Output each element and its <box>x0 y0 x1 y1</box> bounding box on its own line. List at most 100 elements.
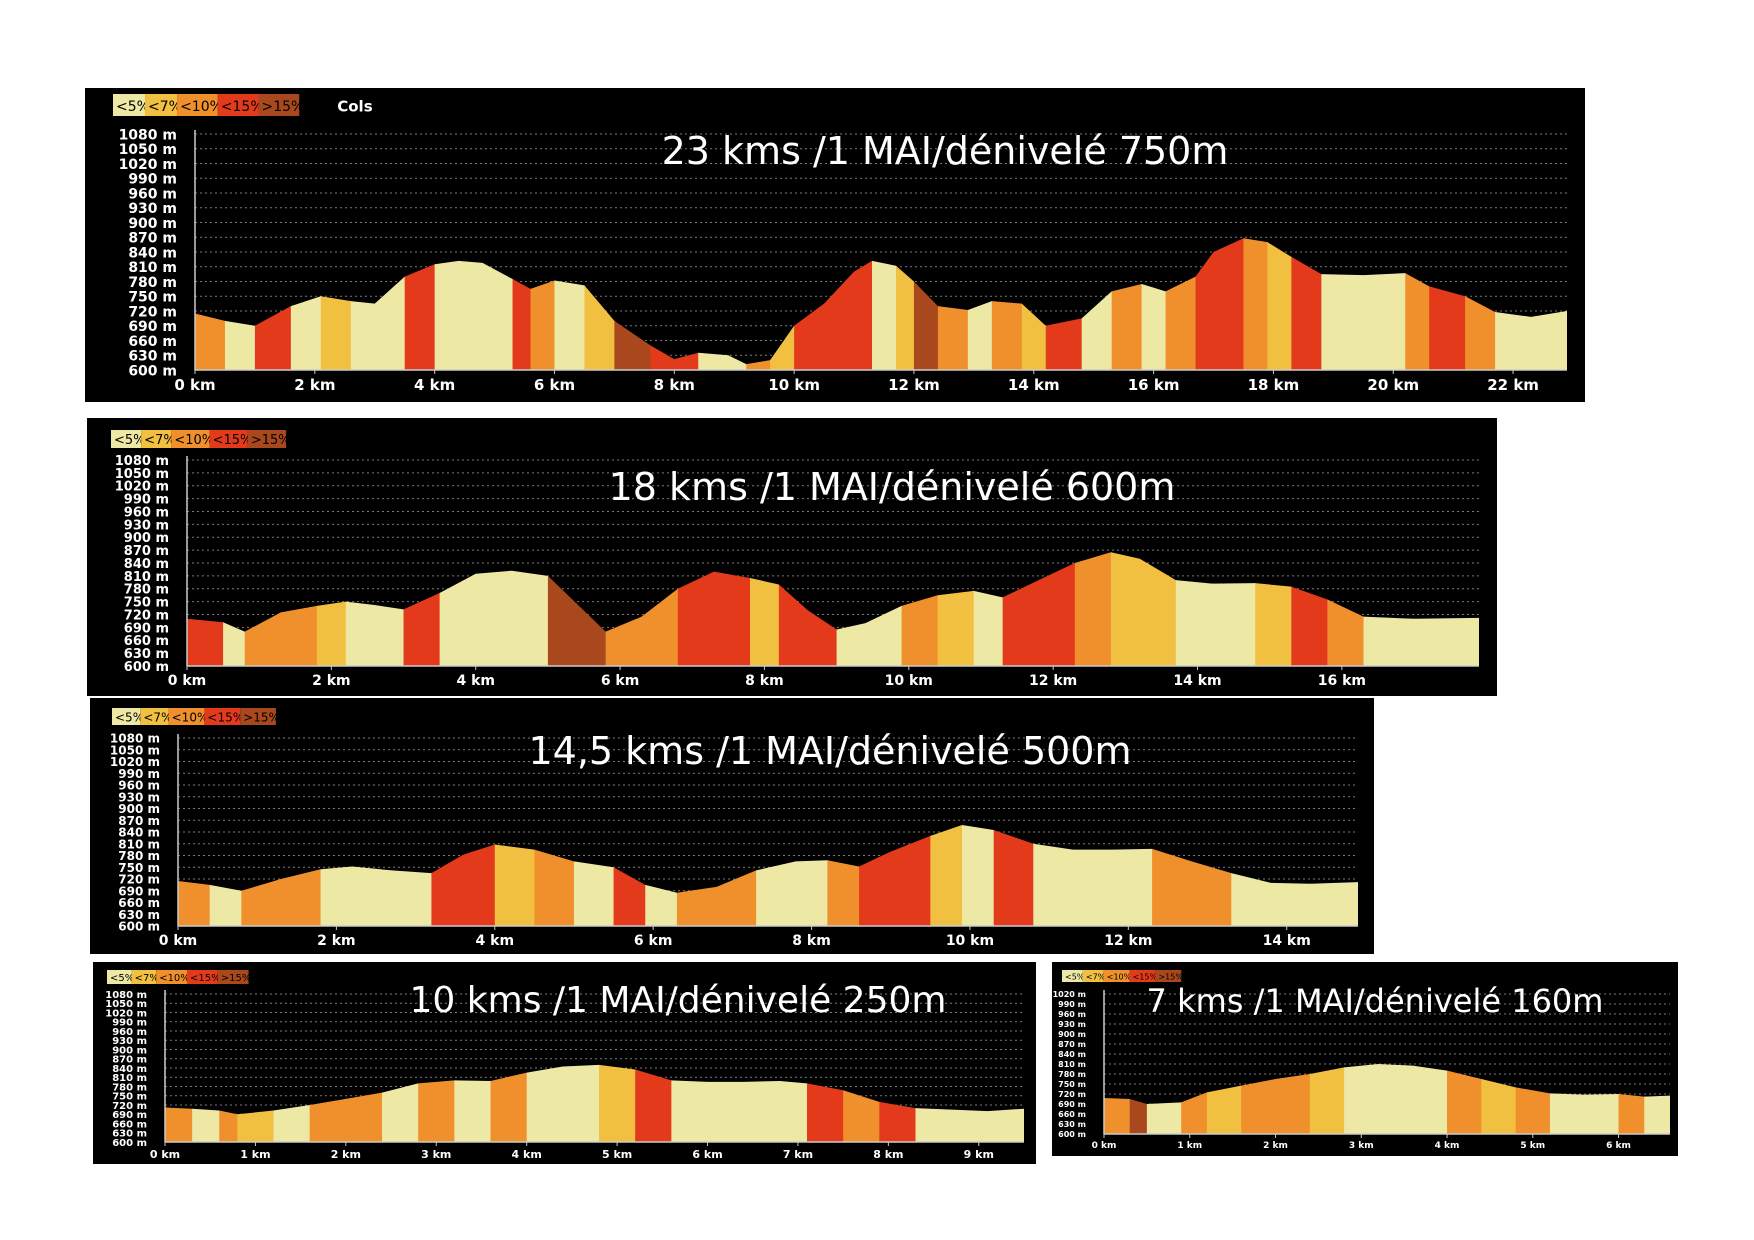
y-tick-label: 690 m <box>128 319 177 335</box>
x-tick-label: 4 km <box>414 376 455 394</box>
y-tick-label: 780 m <box>118 849 160 863</box>
y-tick-label: 600 m <box>124 660 169 675</box>
y-tick-label: 840 m <box>1058 1050 1086 1059</box>
slope-segment <box>599 1064 636 1142</box>
legend-label-lt15: <15% <box>221 99 264 115</box>
y-tick-label: 750 m <box>1058 1080 1086 1089</box>
x-tick-label: 2 km <box>331 1148 361 1161</box>
y-tick-label: 930 m <box>1058 1020 1086 1029</box>
chart-title: 14,5 kms /1 MAI/dénivelé 500m <box>528 729 1131 773</box>
legend-label-lt5: <5% <box>110 973 134 984</box>
profile-panel-18km: <5% <7% <10% <15% >15% 1080 m 1050 m 1020 m 990 … <box>87 418 1497 696</box>
y-tick-label: 690 m <box>118 884 160 898</box>
y-tick-label: 630 m <box>128 349 177 365</box>
slope-segment <box>993 824 1034 926</box>
y-tick-label: 660 m <box>112 1119 147 1130</box>
legend-label-lt10: <10% <box>172 710 209 724</box>
slope-segment <box>1267 238 1293 370</box>
legend-swatch-lt5 <box>107 970 132 984</box>
x-tick-label: 0 km <box>159 933 198 949</box>
y-tick-label: 840 m <box>118 826 160 840</box>
slope-segment <box>854 238 873 370</box>
legend-swatch-lt7 <box>1082 970 1104 982</box>
y-tick-label: 780 m <box>112 1082 147 1093</box>
legend-swatch-gt15 <box>258 94 300 116</box>
profile-panel-23km: <5% <7% <10% <15% >15% Cols 1080 m 1050 m 1020 m… <box>85 88 1585 402</box>
y-tick-label: 960 m <box>118 779 160 793</box>
y-tick-label: 870 m <box>124 544 169 559</box>
y-tick-label: 930 m <box>112 1036 147 1047</box>
legend-swatch-lt15 <box>209 430 248 448</box>
slope-segment <box>1213 238 1245 370</box>
y-tick-label: 720 m <box>112 1101 147 1112</box>
y-tick-label: 900 m <box>1058 1030 1086 1039</box>
y-tick-label: 810 m <box>112 1073 147 1084</box>
y-tick-label: 810 m <box>1058 1060 1086 1069</box>
legend-swatch-lt5 <box>112 708 141 725</box>
y-tick-label: 1050 m <box>115 467 169 482</box>
y-tick-label: 960 m <box>1058 1010 1086 1019</box>
y-tick-label: 1080 m <box>110 732 160 746</box>
legend-swatch-lt5 <box>113 94 146 116</box>
x-tick-label: 4 km <box>476 933 515 949</box>
profile-panel-10km: <5% <7% <10% <15% >15% 1080 m 1050 m 1020 m 990 … <box>93 962 1036 1164</box>
y-tick-label: 660 m <box>128 334 177 350</box>
slope-segment <box>1363 552 1415 666</box>
y-tick-label: 900 m <box>128 216 177 232</box>
legend-label-gt15: >15% <box>251 433 291 448</box>
legend-label-gt15: >15% <box>1158 972 1183 981</box>
slope-segment <box>1378 1064 1414 1134</box>
y-tick-label: 630 m <box>112 1129 147 1140</box>
y-tick-label: 660 m <box>118 896 160 910</box>
legend-label-lt5: <5% <box>1065 972 1085 981</box>
y-tick-label: 600 m <box>1058 1130 1086 1139</box>
y-tick-label: 1050 m <box>110 743 160 757</box>
y-tick-label: 720 m <box>124 608 169 623</box>
chart-title: 7 kms /1 MAI/dénivelé 160m <box>1147 982 1604 1020</box>
y-tick-label: 780 m <box>124 583 169 598</box>
slope-segment <box>403 552 441 666</box>
x-tick-label: 0 km <box>174 376 215 394</box>
legend-swatch-lt15 <box>217 94 259 116</box>
legend-label-lt7: <7% <box>143 710 172 724</box>
y-tick-label: 1050 m <box>119 142 177 158</box>
legend-label-lt5: <5% <box>115 710 144 724</box>
slope-segment <box>1321 238 1364 370</box>
y-tick-label: 1080 m <box>105 990 147 1001</box>
legend-swatch-lt7 <box>140 708 169 725</box>
y-tick-label: 600 m <box>112 1138 147 1149</box>
y-tick-label: 690 m <box>112 1110 147 1121</box>
y-tick-label: 630 m <box>118 908 160 922</box>
x-tick-label: 4 km <box>1435 1141 1460 1151</box>
x-tick-label: 18 km <box>1248 376 1300 394</box>
slope-segment <box>962 824 995 926</box>
y-tick-label: 780 m <box>1058 1070 1086 1079</box>
y-tick-label: 750 m <box>128 290 177 306</box>
x-tick-label: 3 km <box>421 1148 451 1161</box>
legend-label-lt7: <7% <box>1086 972 1106 981</box>
x-tick-label: 8 km <box>873 1148 903 1161</box>
x-tick-label: 2 km <box>312 673 351 689</box>
profile-panel-14-5km: <5% <7% <10% <15% >15% 1080 m 1050 m 1020 m 990 … <box>90 698 1374 954</box>
legend-swatch-lt15 <box>1129 970 1156 982</box>
x-tick-label: 8 km <box>745 673 784 689</box>
x-tick-label: 20 km <box>1367 376 1419 394</box>
x-tick-label: 9 km <box>964 1148 994 1161</box>
legend-swatch-lt5 <box>111 430 142 448</box>
y-tick-label: 930 m <box>124 518 169 533</box>
x-tick-label: 14 km <box>1008 376 1060 394</box>
y-tick-label: 690 m <box>124 621 169 636</box>
legend-swatch-gt15 <box>240 708 276 725</box>
y-tick-label: 1020 m <box>115 480 169 495</box>
legend-label-lt7: <7% <box>148 99 182 115</box>
y-tick-label: 810 m <box>118 837 160 851</box>
legend-swatch-lt10 <box>168 708 205 725</box>
y-tick-label: 780 m <box>128 275 177 291</box>
y-tick-label: 720 m <box>1058 1090 1086 1099</box>
legend-swatch-gt15 <box>217 970 249 984</box>
y-tick-label: 1020 m <box>1053 990 1086 999</box>
y-tick-label: 630 m <box>1058 1120 1086 1129</box>
